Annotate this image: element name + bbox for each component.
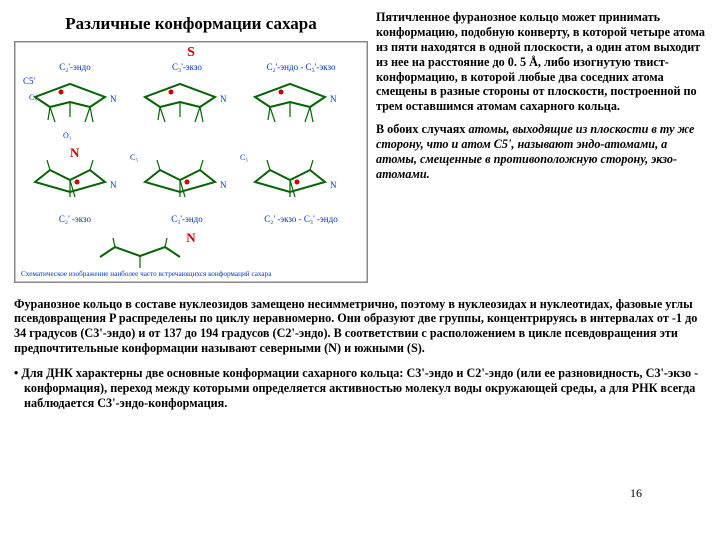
svg-text:C₂' -экзо: C₂' -экзо	[59, 214, 92, 224]
svg-text:Схематическое изображение наиб: Схематическое изображение наиболее часто…	[21, 270, 272, 278]
page-title: Различные конформации сахара	[14, 14, 368, 35]
svg-text:O₁: O₁	[63, 131, 72, 140]
bottom-para-1: Фуранозное кольцо в составе нуклеозидов …	[14, 297, 706, 357]
svg-text:N: N	[186, 230, 196, 245]
svg-text:C₂'-эндо - C₃'-экзо: C₂'-эндо - C₃'-экзо	[267, 62, 336, 72]
svg-text:C₅: C₅	[130, 153, 138, 162]
svg-text:N: N	[330, 94, 337, 104]
description-right: Пятичленное фуранозное кольцо может прин…	[376, 10, 706, 190]
para2-lead: В обоих случаях	[376, 122, 469, 136]
svg-text:N: N	[220, 180, 227, 190]
para-2: В обоих случаях атомы, выходящие из плос…	[376, 122, 706, 182]
svg-text:C₃'-экзо: C₃'-экзо	[172, 62, 202, 72]
svg-text:N: N	[330, 180, 337, 190]
page-number: 16	[630, 486, 642, 501]
svg-text:C5': C5'	[23, 76, 36, 86]
svg-text:N: N	[70, 145, 80, 160]
svg-text:C₂' -экзо - C₃' -эндо: C₂' -экзо - C₃' -эндо	[264, 214, 338, 224]
svg-text:C₅: C₅	[29, 93, 37, 102]
svg-text:C₅: C₅	[240, 153, 248, 162]
svg-text:C₂'-эндо: C₂'-эндо	[59, 62, 91, 72]
svg-text:C₃'-эндо: C₃'-эндо	[171, 214, 203, 224]
svg-text:S: S	[187, 45, 195, 60]
conformations-chart: S C₂'-эндо C₃'-экзо C₂'-эндо - C₃'-экзо	[14, 41, 368, 283]
para-1: Пятичленное фуранозное кольцо может прин…	[376, 10, 706, 114]
bottom-bullet: • Для ДНК характерны две основные конфор…	[14, 366, 706, 411]
svg-text:N: N	[110, 94, 117, 104]
svg-text:N: N	[220, 94, 227, 104]
svg-text:N: N	[110, 180, 117, 190]
